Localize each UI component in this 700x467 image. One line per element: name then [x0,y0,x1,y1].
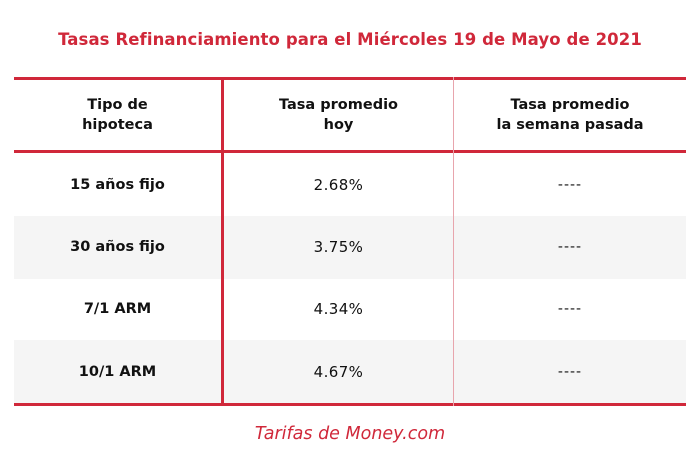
source-footer: Tarifas de Money.com [254,424,446,444]
table-header-rule [14,150,686,153]
table-row-rate: 2.68% [313,175,364,194]
table-bottom-rule [14,403,686,406]
table-row-type: 10/1 ARM [78,363,157,380]
column-divider [453,77,454,406]
table-row-last-week: ---- [557,239,583,255]
table-row-rate: 4.34% [313,300,364,318]
table-top-rule [14,77,686,80]
table-row-last-week: ---- [557,301,583,317]
row-shade [14,216,686,279]
table-row-rate: 4.67% [313,362,364,381]
rates-table: Tipo de hipoteca Tasa promedio hoy Tasa … [14,77,686,406]
table-row-last-week: ---- [557,363,583,380]
page-title: Tasas Refinanciamiento para el Miércoles… [58,30,642,49]
row-shade [14,340,686,403]
table-row-type: 15 años fijo [70,176,165,193]
header-mortgage-type: Tipo de hipoteca [82,97,153,133]
table-row-type: 30 años fijo [70,239,165,255]
column-divider [221,77,224,406]
table-row-type: 7/1 ARM [83,301,152,317]
table-row-rate: 3.75% [313,238,364,256]
table-row-last-week: ---- [557,176,583,193]
header-rate-last-week: Tasa promedio la semana pasada [496,97,644,133]
header-rate-today: Tasa promedio hoy [278,97,399,133]
